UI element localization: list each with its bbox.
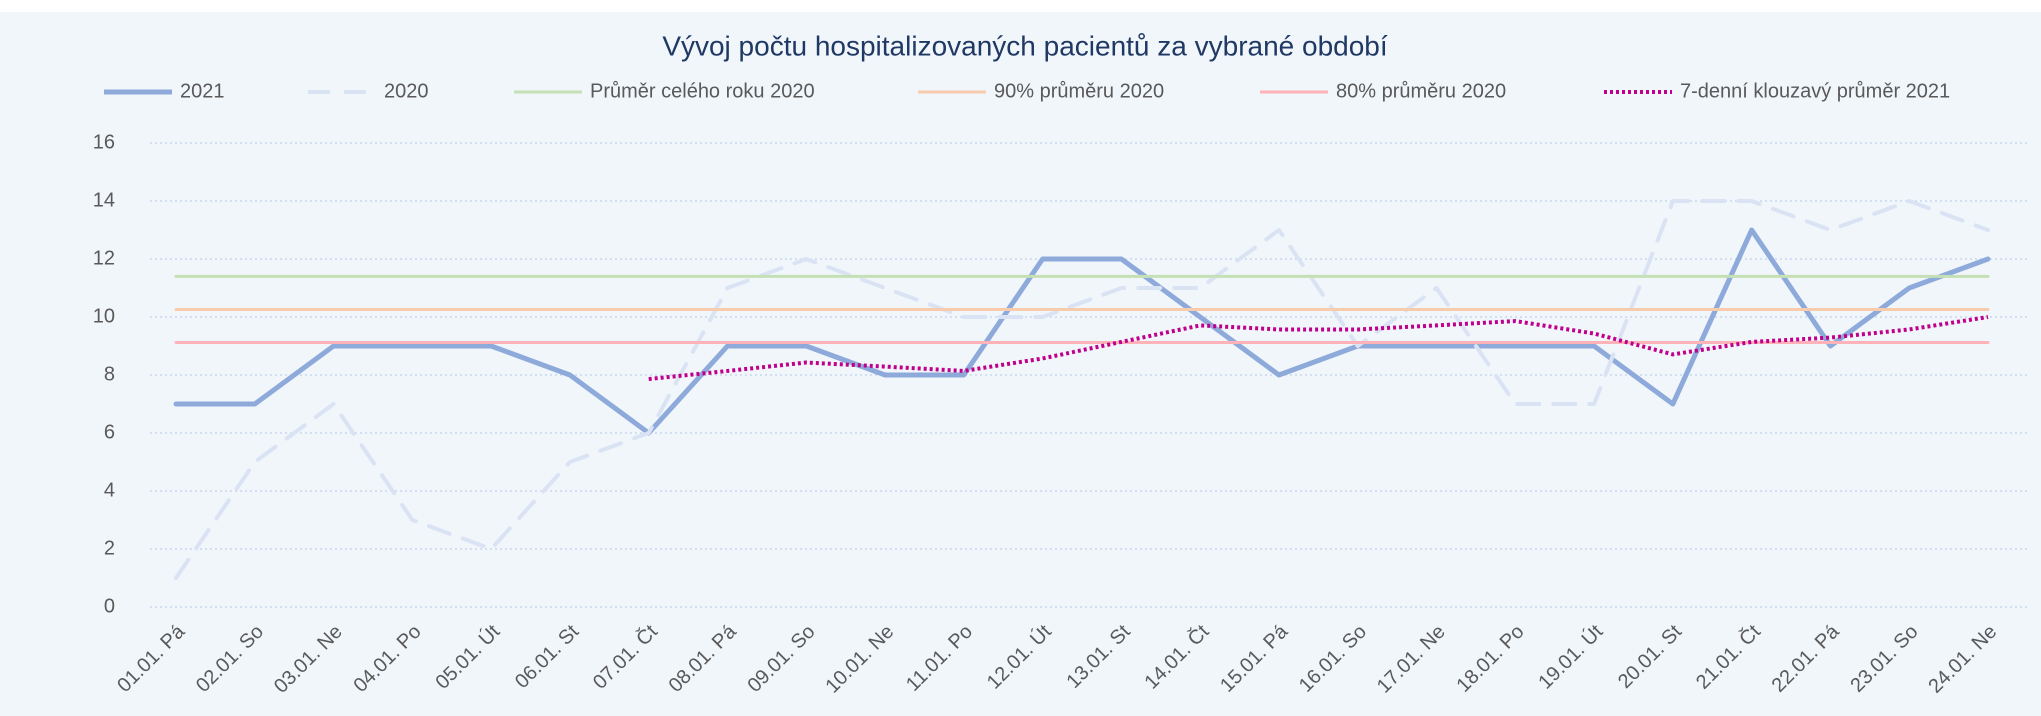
legend-label: 80% průměru 2020 <box>1336 80 1506 102</box>
y-tick-label: 10 <box>93 305 115 327</box>
legend-label: 7-denní klouzavý průměr 2021 <box>1680 80 1950 102</box>
legend-label: Průměr celého roku 2020 <box>590 80 815 102</box>
y-tick-label: 6 <box>104 421 115 443</box>
legend-label: 2020 <box>384 80 429 102</box>
legend-label: 90% průměru 2020 <box>994 80 1164 102</box>
y-tick-label: 2 <box>104 537 115 559</box>
series-line <box>648 315 1989 382</box>
chart-title: Vývoj počtu hospitalizovaných pacientů z… <box>662 30 1388 61</box>
y-tick-label: 8 <box>104 363 115 385</box>
y-tick-label: 12 <box>93 247 115 269</box>
y-tick-label: 16 <box>93 131 115 153</box>
y-tick-label: 0 <box>104 595 115 617</box>
y-tick-label: 14 <box>93 189 115 211</box>
series-line <box>173 227 1991 436</box>
chart-background <box>0 12 2041 716</box>
series-line <box>174 199 1990 580</box>
y-tick-label: 4 <box>104 479 115 501</box>
legend-label: 2021 <box>180 80 225 102</box>
